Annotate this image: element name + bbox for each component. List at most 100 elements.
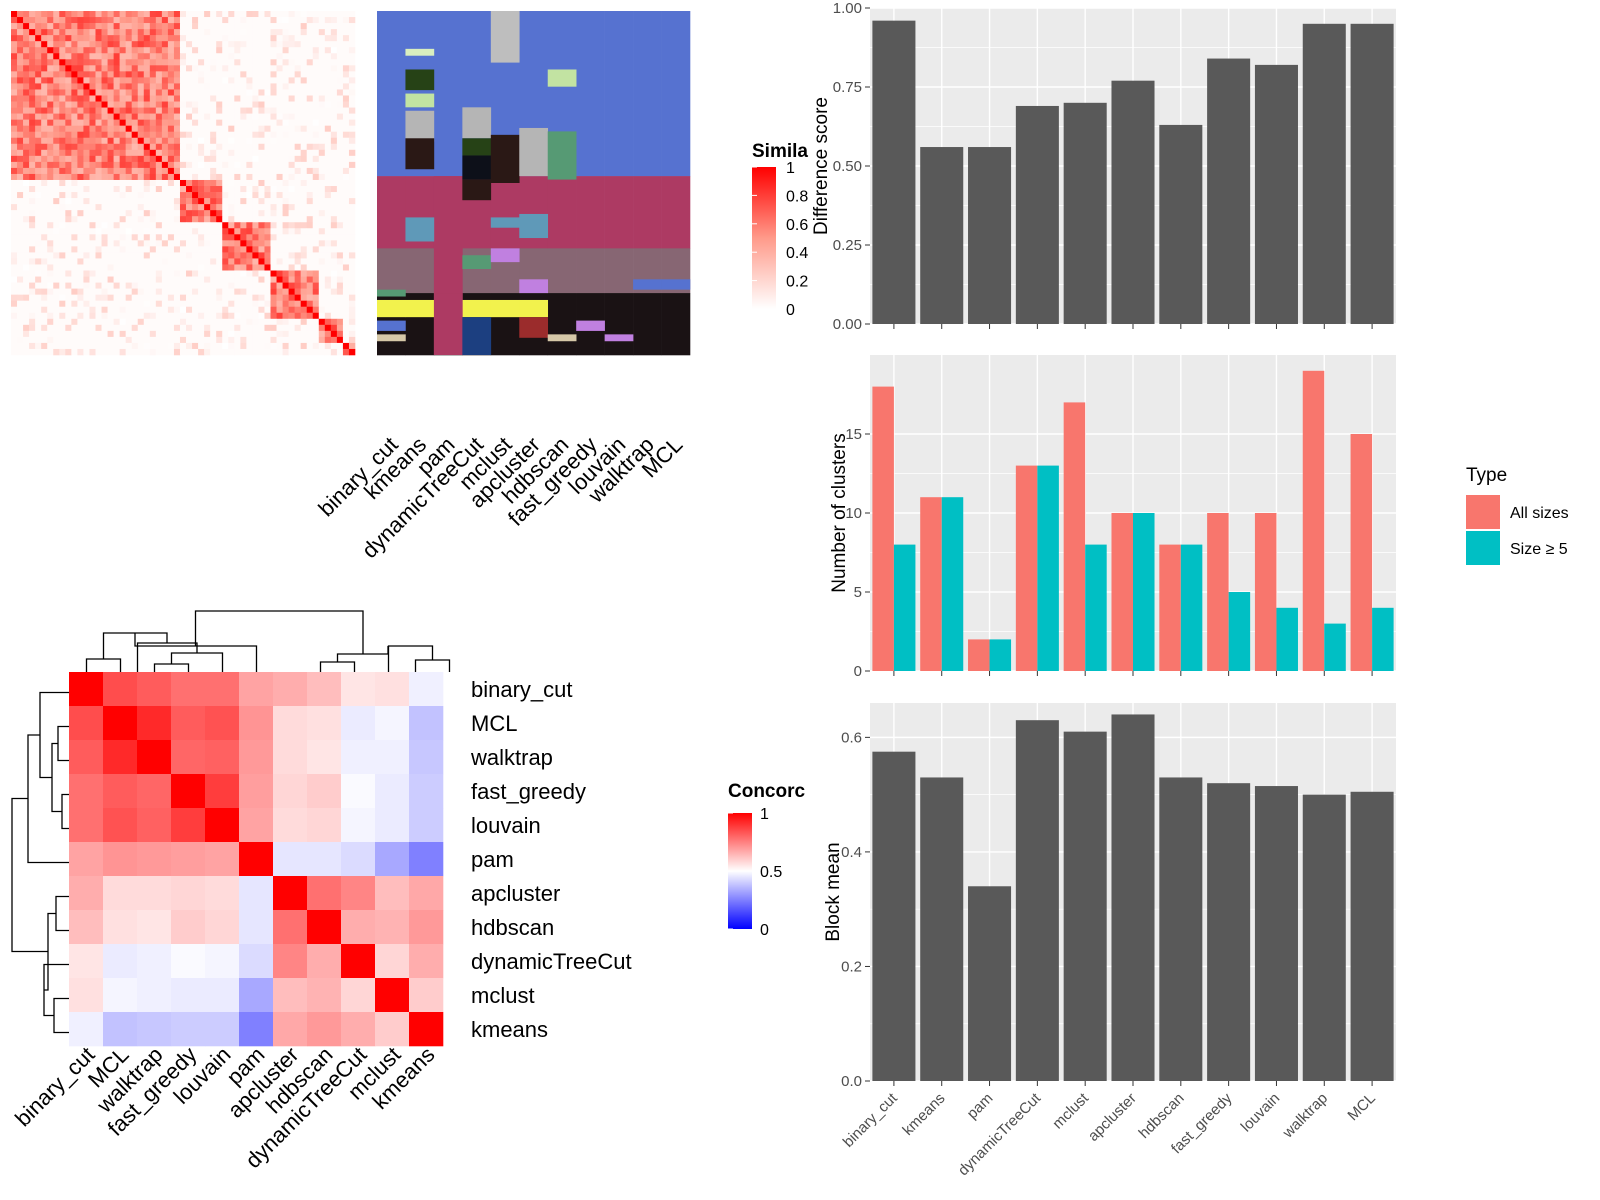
similarity-cell — [234, 17, 241, 24]
similarity-cell — [186, 89, 193, 96]
similarity-cell — [17, 179, 24, 187]
similarity-cell — [17, 167, 24, 175]
similarity-cell — [324, 167, 332, 175]
similarity-cell — [125, 336, 133, 344]
similarity-cell — [300, 288, 308, 295]
similarity-cell — [336, 107, 344, 114]
similarity-cell — [77, 348, 84, 356]
similarity-cell — [29, 324, 36, 332]
similarity-cell — [149, 282, 157, 289]
similarity-cell — [246, 11, 253, 18]
similarity-cell — [324, 222, 332, 229]
similarity-cell — [59, 192, 66, 199]
similarity-cell — [342, 83, 350, 90]
similarity-cell — [216, 95, 223, 102]
similarity-cell — [161, 228, 169, 235]
similarity-cell — [149, 143, 157, 151]
similarity-cell — [216, 83, 223, 90]
similarity-cell — [167, 17, 175, 24]
concordance-row-label: pam — [471, 847, 514, 872]
similarity-cell — [17, 131, 24, 139]
similarity-cell — [167, 65, 175, 72]
similarity-cell — [179, 192, 187, 199]
similarity-cell — [17, 17, 24, 24]
similarity-cell — [65, 23, 72, 30]
annotation-stripe — [519, 127, 549, 177]
annotation-stripe — [547, 334, 577, 342]
similarity-cell — [59, 312, 66, 320]
similarity-cell — [17, 161, 24, 169]
similarity-cell — [11, 173, 18, 181]
similarity-cell — [312, 246, 320, 253]
similarity-cell — [270, 270, 277, 277]
similarity-cell — [282, 252, 289, 259]
similarity-cell — [143, 198, 151, 205]
bar-size-ge-5 — [1085, 544, 1107, 671]
similarity-cell — [300, 23, 308, 30]
annotation-stripe — [377, 334, 406, 342]
similarity-cell — [89, 264, 96, 271]
similarity-cell — [11, 228, 18, 235]
similarity-cell — [222, 192, 229, 199]
similarity-cell — [23, 167, 30, 175]
similarity-cell — [192, 17, 199, 24]
similarity-cell — [137, 270, 145, 277]
similarity-cell — [77, 222, 84, 229]
similarity-cell — [71, 300, 78, 308]
similarity-cell — [318, 276, 326, 283]
similarity-cell — [210, 95, 217, 102]
concordance-row-label: mclust — [471, 983, 535, 1008]
similarity-cell — [167, 240, 175, 247]
similarity-cell — [11, 312, 18, 320]
similarity-cell — [216, 318, 223, 326]
similarity-cell — [83, 198, 90, 205]
similarity-cell — [210, 53, 217, 60]
similarity-cell — [173, 336, 181, 344]
similarity-cell — [342, 155, 350, 163]
similarity-cell — [11, 264, 18, 271]
similarity-cell — [222, 240, 229, 247]
similarity-cell — [23, 336, 30, 344]
similarity-cell — [113, 288, 120, 295]
similarity-cell — [59, 83, 66, 90]
similarity-cell — [89, 270, 96, 277]
similarity-cell — [192, 198, 199, 205]
similarity-cell — [312, 288, 320, 295]
similarity-cell — [222, 258, 229, 265]
similarity-cell — [336, 11, 344, 18]
similarity-cell — [17, 41, 24, 48]
similarity-cell — [192, 306, 199, 314]
similarity-cell — [53, 234, 60, 241]
similarity-cell — [17, 228, 24, 235]
similarity-cell — [312, 282, 320, 289]
similarity-cell — [155, 47, 163, 54]
similarity-cell — [89, 222, 96, 229]
similarity-cell — [270, 53, 277, 60]
annotation-stripe — [405, 299, 435, 318]
concordance-cell — [273, 672, 308, 707]
similarity-cell — [330, 258, 338, 265]
similarity-cell — [83, 179, 90, 187]
similarity-cell — [83, 173, 90, 181]
similarity-cell — [228, 125, 235, 133]
similarity-cell — [179, 173, 187, 181]
similarity-cell — [300, 300, 308, 308]
similarity-cell — [264, 29, 271, 36]
similarity-cell — [119, 107, 126, 114]
similarity-cell — [288, 192, 295, 199]
similarity-cell — [29, 179, 36, 187]
similarity-cell — [119, 210, 126, 217]
similarity-cell — [246, 35, 253, 42]
similarity-cell — [155, 179, 163, 187]
similarity-legend-tick-label: 0 — [786, 302, 795, 319]
similarity-cell — [330, 149, 338, 157]
similarity-cell — [288, 131, 295, 139]
similarity-cell — [83, 288, 90, 295]
similarity-cell — [246, 71, 253, 78]
similarity-cell — [41, 186, 48, 193]
similarity-cell — [318, 258, 326, 265]
similarity-cell — [125, 300, 133, 308]
similarity-cell — [318, 35, 326, 42]
similarity-cell — [23, 210, 30, 217]
